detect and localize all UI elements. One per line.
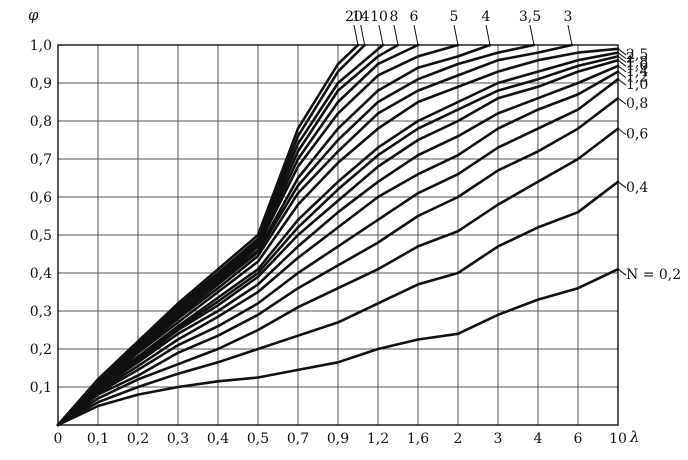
curve-label-n-1-6: 1,6	[626, 58, 648, 74]
leader-n-1-8	[617, 56, 627, 63]
leader-n-10	[378, 24, 384, 46]
curve-label-n-20: 20	[345, 9, 363, 25]
curve-label-n-3-5: 3,5	[519, 9, 541, 25]
curve-n-2	[56, 51, 620, 427]
y-tick-3: 0,4	[30, 266, 52, 282]
curve-label-n-3: 3	[564, 9, 573, 25]
curve-n-1-2	[56, 70, 620, 427]
label-leaders	[353, 24, 627, 276]
curve-n-1-0	[56, 77, 620, 427]
leader-n-0-8	[617, 97, 627, 105]
x-tick-1: 0,1	[87, 431, 109, 447]
curve-label-n-1-4: 1,4	[626, 64, 648, 80]
leader-n-14	[360, 24, 366, 46]
leader-n-6	[413, 24, 419, 46]
y-tick-4: 0,5	[30, 228, 52, 244]
curve-label-n-1-0: 1,0	[626, 77, 648, 93]
leader-n-1-4	[617, 65, 627, 73]
leader-n-1-6	[617, 59, 627, 67]
curve-label-n-10: 10	[370, 9, 388, 25]
curve-n-0-4	[56, 180, 620, 427]
y-tick-0: 0,1	[30, 380, 52, 396]
curve-label-n-14: 14	[352, 9, 370, 25]
curve-labels: N = 0,2 0,4 0,6 0,8 1,01,21,41,61,822,5 3 3,5 4…	[345, 9, 681, 283]
x-tick-12: 4	[534, 431, 543, 447]
plot-border	[57, 44, 619, 426]
plot-frame	[57, 44, 619, 426]
x-axis-label: λ	[629, 428, 640, 446]
leader-n-5	[453, 24, 459, 46]
curve-n-0-6	[56, 127, 620, 427]
curve-label-n-5: 5	[450, 9, 459, 25]
leader-n-2-5	[617, 48, 627, 56]
leader-n-0-2	[617, 268, 627, 276]
leader-n-20	[353, 24, 359, 46]
y-tick-6: 0,7	[30, 152, 52, 168]
leader-n-8	[393, 24, 399, 46]
curve-n-2-5	[56, 47, 620, 427]
y-tick-7: 0,8	[30, 114, 52, 130]
x-tick-0: 0	[54, 431, 63, 447]
x-tick-10: 2	[454, 431, 463, 447]
curve-label-n-0-2: N = 0,2	[626, 267, 681, 283]
curve-label-n-2: 2	[626, 51, 635, 67]
x-tick-5: 0,5	[247, 431, 269, 447]
leader-n-4	[485, 24, 491, 46]
leader-n-0-4	[617, 181, 627, 189]
x-tick-13: 6	[574, 431, 583, 447]
x-tick-labels: 0 0,1 0,2 0,3 0,4 0,5 0,7 0,9 1,2 1,6 2 3 4 6 10	[54, 431, 627, 447]
curves	[56, 43, 620, 427]
x-tick-11: 3	[494, 431, 503, 447]
curve-label-n-0-6: 0,6	[626, 127, 648, 143]
curve-n-1-8	[56, 55, 620, 427]
curve-n-20	[56, 43, 360, 427]
curve-label-n-4: 4	[482, 9, 491, 25]
curve-n-1-6	[56, 58, 620, 427]
x-tick-4: 0,4	[207, 431, 229, 447]
curve-label-n-0-8: 0,8	[626, 96, 648, 112]
curve-n-0-8	[56, 96, 620, 427]
leader-n-0-6	[617, 128, 627, 136]
curve-n-0-2	[56, 267, 620, 427]
leader-n-1-0	[617, 78, 627, 86]
curve-label-n-0-4: 0,4	[626, 180, 648, 196]
y-tick-2: 0,3	[30, 304, 52, 320]
curve-label-n-1-8: 1,8	[626, 54, 648, 70]
curve-n-3-5	[56, 43, 536, 427]
x-tick-14: 10	[609, 431, 627, 447]
leader-n-3	[567, 24, 573, 46]
x-tick-8: 1,2	[367, 431, 389, 447]
curve-label-n-2-5: 2,5	[626, 47, 648, 63]
curve-label-n-8: 8	[390, 9, 399, 25]
leader-n-3-5	[529, 24, 535, 46]
y-tick-1: 0,2	[30, 342, 52, 358]
x-tick-6: 0,7	[287, 431, 309, 447]
y-tick-9: 1,0	[30, 38, 52, 54]
x-tick-7: 0,9	[327, 431, 349, 447]
x-tick-2: 0,2	[127, 431, 149, 447]
leader-n-2	[617, 52, 627, 59]
y-axis-label: φ	[28, 6, 39, 24]
x-tick-3: 0,3	[167, 431, 189, 447]
curve-label-n-1-2: 1,2	[626, 70, 648, 86]
x-tick-9: 1,6	[407, 431, 429, 447]
leader-n-1-2	[617, 71, 627, 78]
y-tick-5: 0,6	[30, 190, 52, 206]
curve-n-10	[56, 43, 385, 427]
curve-n-1-4	[56, 64, 620, 427]
y-tick-labels: 0,1 0,2 0,3 0,4 0,5 0,6 0,7 0,8 0,9 1,0	[30, 38, 52, 396]
curve-n-3	[56, 43, 574, 427]
y-tick-8: 0,9	[30, 76, 52, 92]
curve-label-n-6: 6	[410, 9, 419, 25]
